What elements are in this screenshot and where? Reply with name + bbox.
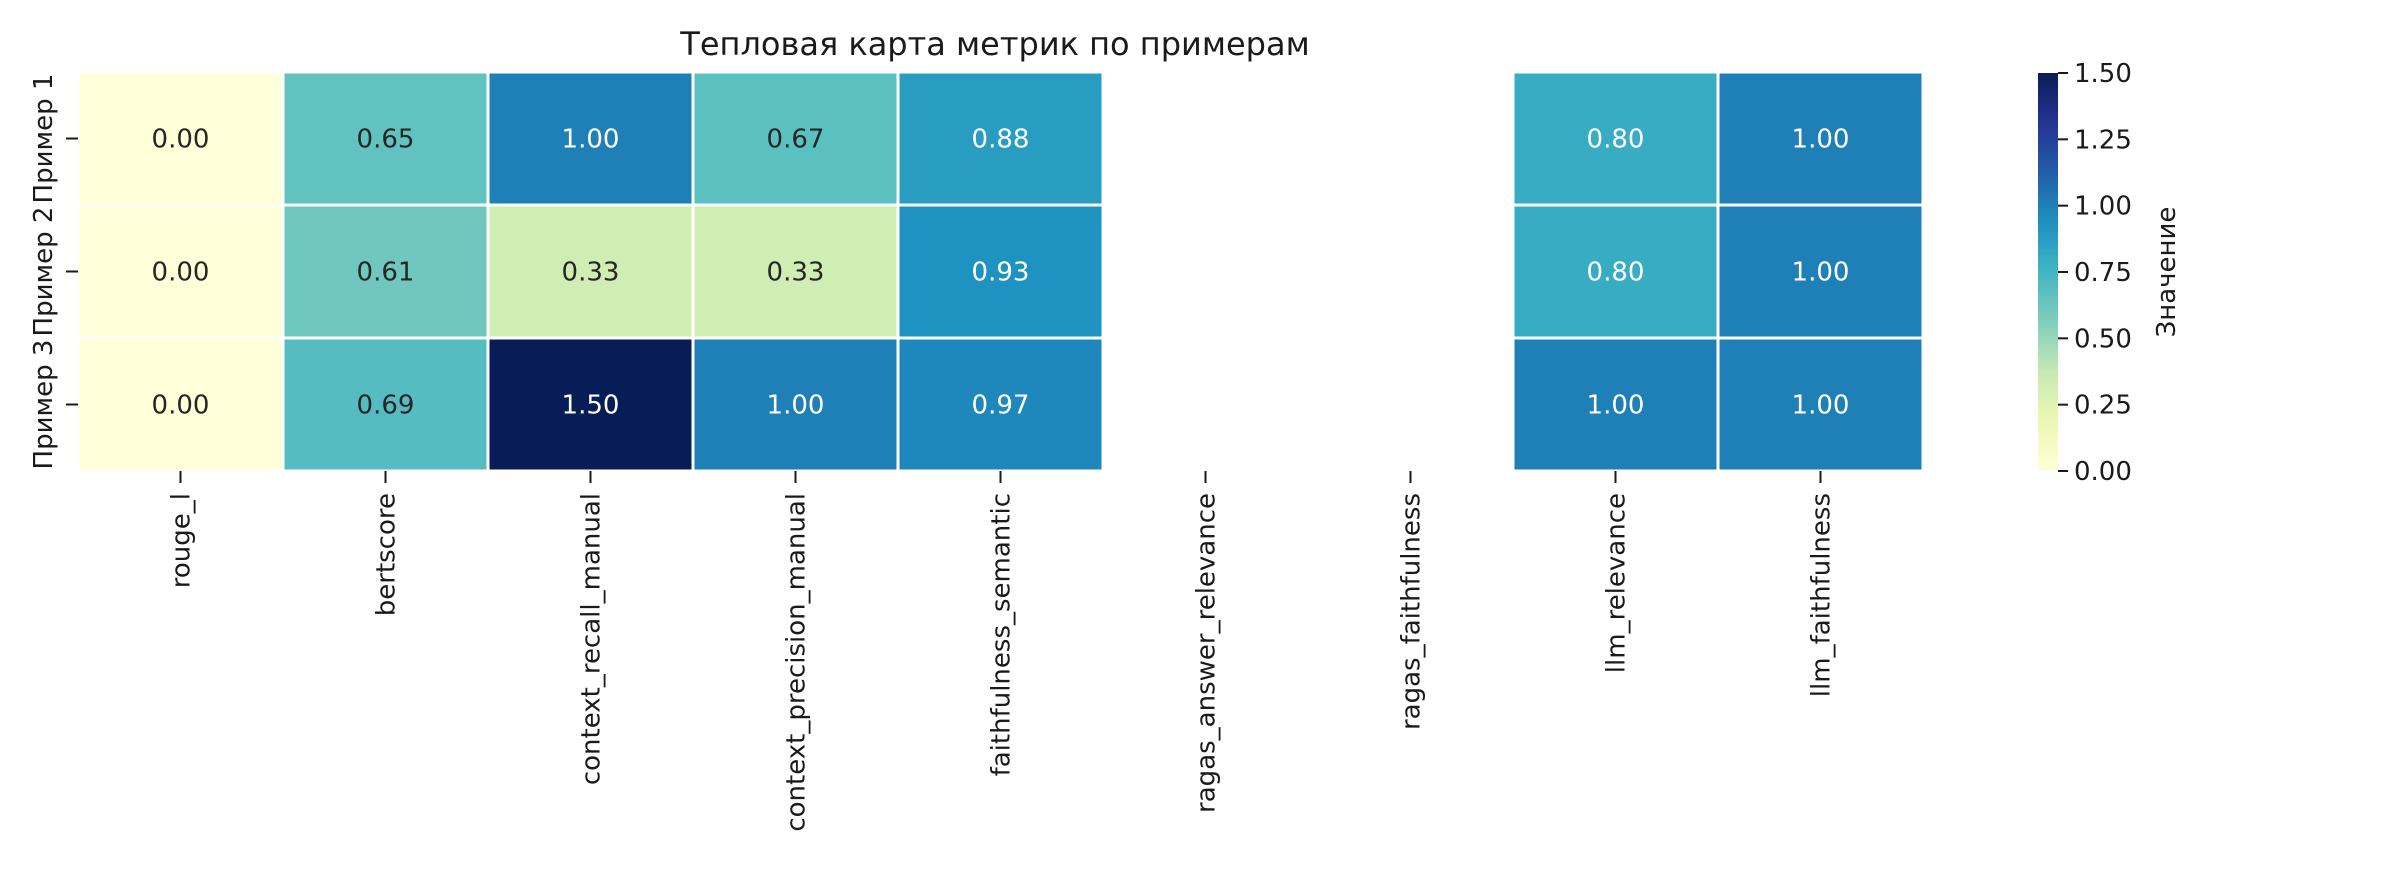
cell-value-label: 0.97 (972, 391, 1030, 421)
x-tick-label: context_precision_manual (782, 493, 812, 832)
cell-value-label: 0.69 (357, 391, 415, 421)
chart-title: Тепловая карта метрик по примерам (679, 25, 1309, 63)
colorbar-tick-label: 0.00 (2074, 457, 2132, 487)
heatmap-cell (691, 336, 900, 473)
colorbar: 0.00 0.25 0.50 0.75 1.00 1.25 1.50 (2038, 59, 2132, 487)
x-tick-label: ragas_answer_relevance (1192, 493, 1222, 813)
colorbar-tick-label: 1.25 (2074, 125, 2132, 155)
heatmap-cell (1511, 70, 1720, 207)
cell-value-label: 1.00 (1792, 258, 1850, 288)
cell-value-label: 1.00 (1587, 391, 1645, 421)
y-tick-label: Пример 3 (29, 340, 59, 470)
colorbar-tick-label: 0.50 (2074, 324, 2132, 354)
cell-value-label: 1.00 (562, 125, 620, 155)
cell-value-label: 0.67 (767, 125, 825, 155)
x-tick-label: faithfulness_semantic (987, 493, 1017, 776)
heatmap-cell (1716, 203, 1925, 340)
colorbar-label: Значение (2152, 207, 2182, 338)
cell-value-label: 0.00 (152, 391, 210, 421)
x-tick-label: bertscore (372, 493, 402, 616)
cell-value-label: 0.33 (767, 258, 825, 288)
heatmap-cell (486, 70, 695, 207)
heatmap-cell (281, 70, 490, 207)
cell-value-label: 0.00 (152, 258, 210, 288)
cell-value-label: 1.00 (767, 391, 825, 421)
heatmap-cell (1511, 336, 1720, 473)
cell-value-label: 1.50 (562, 391, 620, 421)
colorbar-tick-label: 0.25 (2074, 391, 2132, 421)
cell-value-label: 1.00 (1792, 391, 1850, 421)
y-tick-label: Пример 1 (29, 74, 59, 204)
cell-value-label: 0.61 (357, 258, 415, 288)
x-tick-label: llm_relevance (1602, 493, 1632, 673)
cell-value-label: 1.00 (1792, 125, 1850, 155)
heatmap-cell (76, 70, 285, 207)
heatmap-cell (896, 203, 1105, 340)
cell-value-label: 0.80 (1587, 125, 1645, 155)
colorbar-tick-label: 0.75 (2074, 258, 2132, 288)
cell-value-label: 0.88 (972, 125, 1030, 155)
colorbar-tick-label: 1.00 (2074, 192, 2132, 222)
heatmap-cell (281, 336, 490, 473)
colorbar-tick-label: 1.50 (2074, 59, 2132, 89)
cell-value-label: 0.33 (562, 258, 620, 288)
x-tick-label: llm_faithfulness (1807, 493, 1837, 697)
colorbar-gradient (2038, 73, 2058, 471)
cell-value-label: 0.93 (972, 258, 1030, 288)
x-axis: rouge_l bertscore context_recall_manual con… (167, 471, 1837, 832)
heatmap-cell (486, 203, 695, 340)
y-tick-label: Пример 2 (29, 207, 59, 337)
x-tick-label: context_recall_manual (577, 493, 607, 785)
heatmap-cells: 0.00 0.65 1.00 0.67 0.88 0.80 1.00 0.00 0.61 0.33… (76, 70, 1925, 473)
heatmap-cell (486, 336, 695, 473)
heatmap-cell (896, 336, 1105, 473)
heatmap-cell (1716, 336, 1925, 473)
cell-value-label: 0.00 (152, 125, 210, 155)
x-tick-label: ragas_faithfulness (1397, 493, 1427, 730)
cell-value-label: 0.65 (357, 125, 415, 155)
x-tick-label: rouge_l (167, 493, 197, 588)
cell-value-label: 0.80 (1587, 258, 1645, 288)
